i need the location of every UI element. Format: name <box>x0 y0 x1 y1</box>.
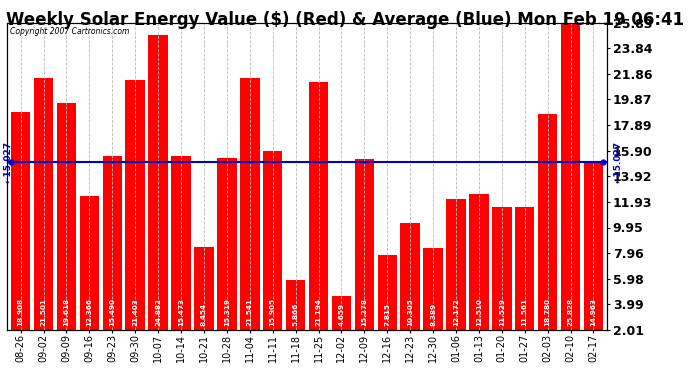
Text: 7.815: 7.815 <box>384 303 391 326</box>
Bar <box>148 35 168 356</box>
Text: Copyright 2007 Cartronics.com: Copyright 2007 Cartronics.com <box>10 27 129 36</box>
Bar <box>584 163 603 356</box>
Text: 4.659: 4.659 <box>338 303 344 326</box>
Bar <box>538 114 558 356</box>
Text: 24.882: 24.882 <box>155 298 161 326</box>
Bar <box>126 80 145 356</box>
Text: ←15.027: ←15.027 <box>613 141 622 183</box>
Bar <box>377 255 397 356</box>
Bar <box>11 112 30 356</box>
Text: 11.561: 11.561 <box>522 298 528 326</box>
Bar <box>469 195 489 356</box>
Text: 19.618: 19.618 <box>63 298 70 326</box>
Bar <box>171 156 190 356</box>
Bar <box>515 207 535 356</box>
Text: 18.908: 18.908 <box>18 298 23 326</box>
Text: 14.963: 14.963 <box>591 298 596 326</box>
Text: 21.501: 21.501 <box>41 298 46 326</box>
Text: 15.473: 15.473 <box>178 298 184 326</box>
Bar <box>424 248 443 356</box>
Text: 18.780: 18.780 <box>544 298 551 326</box>
Bar <box>194 247 214 356</box>
Bar <box>286 280 306 356</box>
Bar <box>561 22 580 356</box>
Bar <box>240 78 259 356</box>
Bar <box>79 196 99 356</box>
Text: 12.366: 12.366 <box>86 298 92 326</box>
Text: 21.541: 21.541 <box>247 298 253 326</box>
Text: Weekly Solar Energy Value ($) (Red) & Average (Blue) Mon Feb 19 06:41: Weekly Solar Energy Value ($) (Red) & Av… <box>6 11 684 29</box>
Text: 25.828: 25.828 <box>568 298 573 326</box>
Bar <box>34 78 53 356</box>
Text: 8.454: 8.454 <box>201 303 207 326</box>
Bar <box>355 159 374 356</box>
Text: 15.490: 15.490 <box>109 298 115 326</box>
Text: 21.403: 21.403 <box>132 298 138 326</box>
Text: 12.510: 12.510 <box>476 298 482 326</box>
Text: ←15.027: ←15.027 <box>3 141 12 183</box>
Bar <box>57 103 76 356</box>
Bar <box>308 82 328 356</box>
Text: 15.278: 15.278 <box>362 298 367 326</box>
Text: 8.389: 8.389 <box>430 303 436 326</box>
Bar <box>103 156 122 356</box>
Bar <box>217 158 237 356</box>
Text: 5.866: 5.866 <box>293 303 299 326</box>
Bar <box>400 223 420 356</box>
Text: 11.529: 11.529 <box>499 298 505 326</box>
Text: 12.172: 12.172 <box>453 298 459 326</box>
Text: 21.194: 21.194 <box>315 298 322 326</box>
Bar <box>332 296 351 356</box>
Text: 15.905: 15.905 <box>270 298 276 326</box>
Text: 15.319: 15.319 <box>224 298 230 326</box>
Text: 10.305: 10.305 <box>407 298 413 326</box>
Bar <box>446 199 466 356</box>
Bar <box>263 151 282 356</box>
Bar <box>492 207 511 356</box>
